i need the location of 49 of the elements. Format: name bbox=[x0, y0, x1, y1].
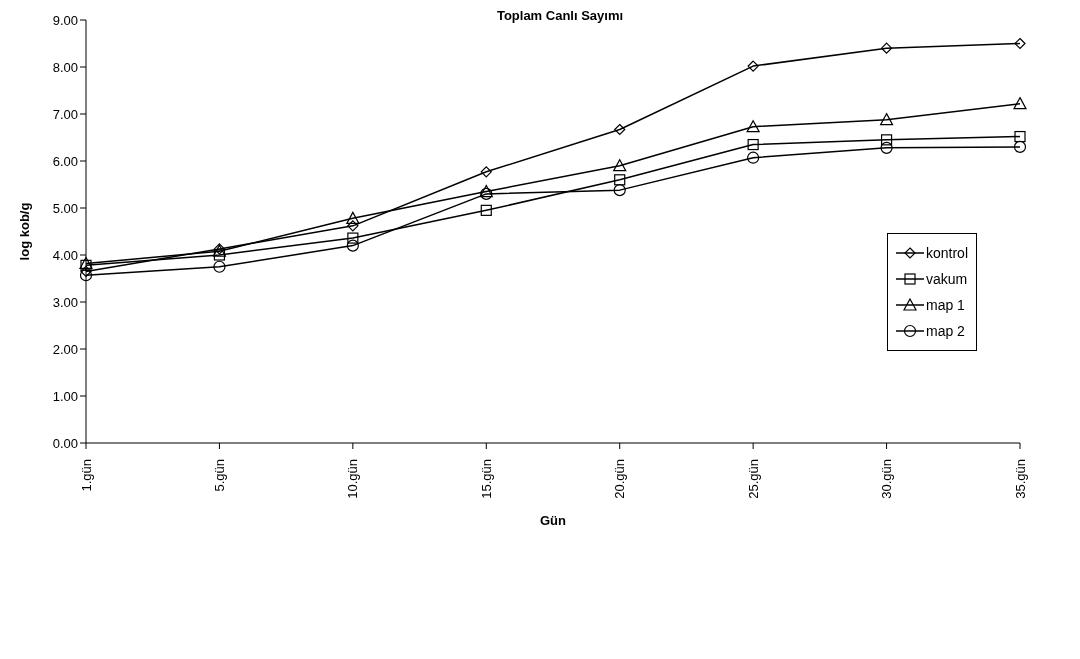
point bbox=[480, 204, 492, 216]
point bbox=[1014, 37, 1026, 50]
point bbox=[347, 232, 359, 244]
x-tick-label: 15.gün bbox=[478, 459, 494, 499]
x-tick-label: 20.gün bbox=[612, 459, 628, 499]
point bbox=[346, 239, 359, 252]
point bbox=[1014, 130, 1026, 143]
x-tick-label: 35.gün bbox=[1012, 459, 1028, 499]
y-tick-label: 2.00 bbox=[52, 341, 78, 357]
x-axis-title: Gün bbox=[540, 513, 567, 528]
point bbox=[79, 269, 93, 282]
point bbox=[879, 113, 894, 126]
point bbox=[614, 174, 626, 186]
y-tick-label: 7.00 bbox=[52, 106, 78, 122]
x-tick-label: 25.gün bbox=[745, 459, 761, 499]
y-axis-title: log kob/g bbox=[16, 202, 32, 261]
y-tick-label: 4.00 bbox=[52, 247, 78, 263]
point bbox=[747, 60, 759, 72]
point bbox=[213, 249, 226, 261]
y-tick-label: 8.00 bbox=[52, 59, 78, 75]
point bbox=[613, 159, 627, 172]
point bbox=[747, 151, 760, 164]
point bbox=[747, 138, 759, 151]
legend-label: vakum bbox=[925, 271, 968, 287]
point bbox=[213, 260, 226, 273]
y-tick-label: 0.00 bbox=[52, 435, 78, 451]
legend-label: kontrol bbox=[925, 245, 968, 261]
y-tick-label: 3.00 bbox=[52, 294, 78, 310]
point bbox=[880, 42, 893, 54]
point bbox=[480, 166, 492, 178]
point bbox=[1013, 140, 1027, 153]
y-tick-label: 1.00 bbox=[52, 388, 78, 404]
legend-label: map 1 bbox=[925, 297, 965, 313]
point bbox=[1013, 97, 1027, 110]
legend-label: map 2 bbox=[925, 323, 965, 339]
y-tick-label: 5.00 bbox=[52, 200, 78, 216]
chart-title: Toplam Canlı Sayımı bbox=[496, 8, 624, 23]
x-tick-label: 10.gün bbox=[345, 459, 361, 499]
x-tick-label: 1.gün bbox=[78, 459, 94, 492]
point bbox=[880, 134, 893, 146]
x-tick-label: 5.gün bbox=[211, 459, 227, 492]
y-tick-label: 6.00 bbox=[52, 153, 78, 169]
point bbox=[346, 211, 360, 224]
x-tick-label: 30.gün bbox=[879, 459, 895, 499]
point bbox=[746, 120, 760, 133]
point bbox=[613, 184, 626, 197]
y-tick-label: 9.00 bbox=[52, 12, 78, 28]
point bbox=[614, 123, 626, 136]
point bbox=[880, 141, 893, 154]
